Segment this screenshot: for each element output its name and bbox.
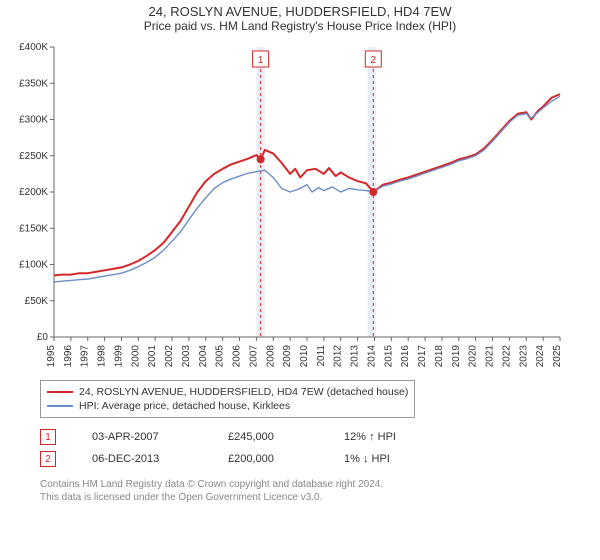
svg-text:2000: 2000 [130, 345, 141, 368]
svg-text:2014: 2014 [366, 345, 377, 368]
svg-text:2003: 2003 [181, 345, 192, 368]
svg-text:2008: 2008 [265, 345, 276, 368]
legend-item: 24, ROSLYN AVENUE, HUDDERSFIELD, HD4 7EW… [47, 385, 408, 399]
footer-line-2: This data is licensed under the Open Gov… [40, 491, 590, 504]
svg-text:2006: 2006 [232, 345, 243, 368]
chart-container: £0 £50K £100K £150K £200K £250K £300K £350K £400… [10, 41, 590, 374]
svg-text:£400K: £400K [19, 42, 48, 53]
svg-text:1: 1 [258, 55, 264, 66]
svg-text:£350K: £350K [19, 78, 48, 89]
svg-text:2019: 2019 [451, 345, 462, 368]
svg-text:2021: 2021 [485, 345, 496, 368]
svg-text:2024: 2024 [535, 345, 546, 368]
sale-marker-num: 1 [40, 429, 56, 445]
footer-line-1: Contains HM Land Registry data © Crown c… [40, 478, 590, 491]
price-chart: £0 £50K £100K £150K £200K £250K £300K £350K £400… [10, 41, 570, 371]
svg-text:2020: 2020 [468, 345, 479, 368]
svg-text:1998: 1998 [97, 345, 108, 368]
svg-text:2013: 2013 [350, 345, 361, 368]
svg-text:2001: 2001 [147, 345, 158, 368]
svg-text:2022: 2022 [501, 345, 512, 368]
svg-text:2015: 2015 [383, 345, 394, 368]
svg-text:2007: 2007 [248, 345, 259, 368]
page-subtitle: Price paid vs. HM Land Registry's House … [0, 19, 600, 33]
svg-text:1996: 1996 [63, 345, 74, 368]
svg-text:1999: 1999 [113, 345, 124, 368]
legend-label: 24, ROSLYN AVENUE, HUDDERSFIELD, HD4 7EW… [79, 386, 408, 398]
sale-price: £200,000 [228, 453, 308, 465]
sale-pct: 1% ↓ HPI [344, 453, 390, 465]
svg-text:2002: 2002 [164, 345, 175, 368]
sale-price: £245,000 [228, 431, 308, 443]
svg-text:2005: 2005 [215, 345, 226, 368]
svg-text:2009: 2009 [282, 345, 293, 368]
sale-row: 1 03-APR-2007 £245,000 12% ↑ HPI [40, 426, 590, 448]
svg-text:£250K: £250K [19, 151, 48, 162]
sale-row: 2 06-DEC-2013 £200,000 1% ↓ HPI [40, 448, 590, 470]
legend-swatch [47, 391, 73, 393]
svg-text:£200K: £200K [19, 187, 48, 198]
svg-text:2016: 2016 [400, 345, 411, 368]
legend-item: HPI: Average price, detached house, Kirk… [47, 399, 408, 413]
svg-text:2017: 2017 [417, 345, 428, 368]
svg-text:£150K: £150K [19, 223, 48, 234]
sales-table: 1 03-APR-2007 £245,000 12% ↑ HPI 2 06-DEC-201… [40, 426, 590, 470]
svg-text:2011: 2011 [316, 345, 327, 367]
svg-text:2004: 2004 [198, 345, 209, 368]
sale-date: 03-APR-2007 [92, 431, 192, 443]
svg-text:2012: 2012 [333, 345, 344, 368]
sale-marker-num: 2 [40, 451, 56, 467]
legend-label: HPI: Average price, detached house, Kirk… [79, 400, 290, 412]
page-title: 24, ROSLYN AVENUE, HUDDERSFIELD, HD4 7EW [0, 4, 600, 19]
legend: 24, ROSLYN AVENUE, HUDDERSFIELD, HD4 7EW… [40, 380, 415, 418]
svg-text:1997: 1997 [80, 345, 91, 368]
footer-note: Contains HM Land Registry data © Crown c… [40, 478, 590, 504]
svg-text:2018: 2018 [434, 345, 445, 368]
legend-swatch [47, 405, 73, 407]
sale-pct: 12% ↑ HPI [344, 431, 396, 443]
svg-text:2025: 2025 [552, 345, 563, 368]
svg-text:£100K: £100K [19, 260, 48, 271]
svg-text:2010: 2010 [299, 345, 310, 368]
svg-text:1995: 1995 [46, 345, 57, 368]
svg-text:£300K: £300K [19, 115, 48, 126]
svg-text:£50K: £50K [25, 296, 49, 307]
svg-text:£0: £0 [37, 332, 49, 343]
sale-date: 06-DEC-2013 [92, 453, 192, 465]
svg-text:2: 2 [371, 55, 377, 66]
svg-text:2023: 2023 [518, 345, 529, 368]
